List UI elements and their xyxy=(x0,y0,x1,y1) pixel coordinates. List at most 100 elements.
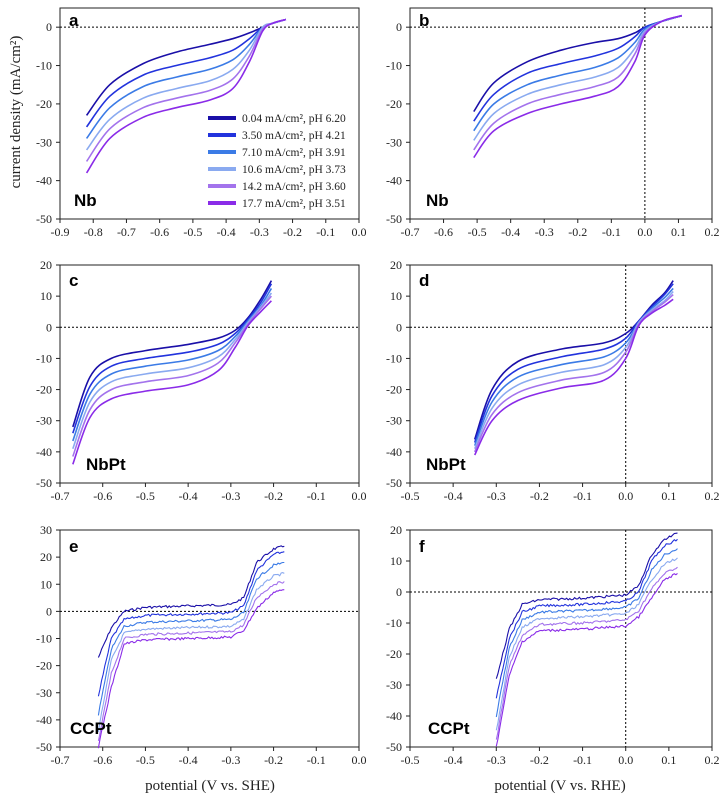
series-line-3 xyxy=(72,287,273,442)
x-tick-label: 0.2 xyxy=(705,225,720,239)
x-tick-label: -0.4 xyxy=(501,225,520,239)
y-tick-label: -30 xyxy=(36,414,52,428)
x-tick-label: -0.7 xyxy=(51,753,70,767)
material-label: Nb xyxy=(426,191,449,210)
panel-f: -0.5 -0.4 -0.3 -0.2 -0.1 0.0 0.1 0.2 20 10 0 -10 -20… xyxy=(386,523,720,767)
series-line-2 xyxy=(72,283,273,434)
panel-e: -0.7 -0.6 -0.5 -0.4 -0.3 -0.2 -0.1 0.0 30 20 10 0 -1… xyxy=(36,523,367,767)
series-line-2 xyxy=(97,551,285,697)
panel-c: -0.7 -0.6 -0.5 -0.4 -0.3 -0.2 -0.1 0.0 20 10 0 -10 -… xyxy=(36,258,367,503)
x-tick-label: -0.3 xyxy=(487,753,506,767)
series-line-4 xyxy=(72,292,273,450)
panel-d: -0.5 -0.4 -0.3 -0.2 -0.1 0.0 0.1 0.2 20 10 0 -10 -20… xyxy=(386,258,720,503)
panel-b: -0.7 -0.6 -0.5 -0.4 -0.3 -0.2 -0.1 0.0 0.1 0.2 0 -1… xyxy=(386,7,720,239)
x-tick-label: -0.2 xyxy=(264,489,283,503)
y-tick-label: -50 xyxy=(386,740,402,754)
series-line-1 xyxy=(72,280,273,428)
series-line-3 xyxy=(473,287,674,446)
y-tick-label: -10 xyxy=(386,59,402,73)
legend-swatch xyxy=(208,201,236,205)
series-line-6 xyxy=(72,300,272,465)
legend-entry: 0.04 mA/cm², pH 6.20 xyxy=(208,113,346,125)
y-tick-label: -30 xyxy=(386,678,402,692)
y-tick-label: 0 xyxy=(46,320,52,334)
legend-entry: 17.7 mA/cm², pH 3.51 xyxy=(208,198,346,210)
y-tick-label: -40 xyxy=(36,713,52,727)
plot-frame xyxy=(59,7,360,220)
x-tick-label: 0.1 xyxy=(671,225,686,239)
x-tick-label: -0.1 xyxy=(307,489,326,503)
series-line-5 xyxy=(473,14,683,151)
legend-entry: 3.50 mA/cm², pH 4.21 xyxy=(208,130,346,142)
material-label: Nb xyxy=(74,191,97,210)
x-tick-label: -0.6 xyxy=(150,225,169,239)
x-tick-label: -0.3 xyxy=(535,225,554,239)
x-tick-label: -0.7 xyxy=(51,489,70,503)
y-tick-label: -10 xyxy=(36,59,52,73)
series-line-1 xyxy=(473,14,683,113)
x-tick-label: -0.4 xyxy=(444,489,463,503)
y-tick-label: -30 xyxy=(386,414,402,428)
legend-swatch xyxy=(208,184,236,188)
x-tick-label: -0.6 xyxy=(434,225,453,239)
x-tick-label: -0.5 xyxy=(136,753,155,767)
x-tick-label: -0.6 xyxy=(93,489,112,503)
y-tick-label: 0 xyxy=(46,20,52,34)
y-tick-label: 10 xyxy=(40,289,52,303)
y-tick-label: -50 xyxy=(36,476,52,490)
series-line-3 xyxy=(495,548,678,718)
x-tick-label: -0.1 xyxy=(602,225,621,239)
panel-letter: b xyxy=(419,11,429,30)
y-tick-label: -20 xyxy=(386,97,402,111)
y-tick-label: -10 xyxy=(36,351,52,365)
series-line-3 xyxy=(97,561,285,716)
legend-label: 3.50 mA/cm², pH 4.21 xyxy=(242,130,346,142)
series-line-4 xyxy=(495,557,678,731)
y-tick-label: -30 xyxy=(36,686,52,700)
series-line-6 xyxy=(495,572,678,747)
series-line-1 xyxy=(473,280,674,440)
x-tick-label: -0.3 xyxy=(221,753,240,767)
plot-frame xyxy=(59,264,360,484)
series-line-3 xyxy=(473,14,683,132)
panel-letter: d xyxy=(419,271,429,290)
y-tick-label: 0 xyxy=(396,585,402,599)
legend-label: 14.2 mA/cm², pH 3.60 xyxy=(242,181,346,193)
panel-letter: e xyxy=(69,537,78,556)
x-tick-label: -0.8 xyxy=(84,225,103,239)
y-tick-label: -40 xyxy=(386,445,402,459)
legend-swatch xyxy=(208,167,236,171)
plot-frame xyxy=(409,264,713,484)
x-tick-label: -0.3 xyxy=(221,489,240,503)
y-tick-label: -10 xyxy=(36,632,52,646)
x-tick-label: -0.2 xyxy=(283,225,302,239)
y-tick-label: -50 xyxy=(386,476,402,490)
y-tick-label: 20 xyxy=(390,258,402,272)
y-tick-label: -30 xyxy=(386,135,402,149)
x-axis-label-left: potential (V vs. SHE) xyxy=(145,778,275,794)
series-line-4 xyxy=(97,572,285,732)
series-line-4 xyxy=(473,290,674,450)
y-tick-label: 0 xyxy=(396,320,402,334)
x-tick-label: 0.2 xyxy=(705,753,720,767)
series-line-2 xyxy=(495,538,678,699)
series-line-6 xyxy=(473,298,674,456)
x-tick-label: -0.4 xyxy=(179,489,198,503)
x-tick-label: -0.5 xyxy=(401,489,420,503)
x-tick-label: -0.1 xyxy=(307,753,326,767)
y-tick-label: 10 xyxy=(40,577,52,591)
plot-frame xyxy=(409,529,713,748)
series-line-6 xyxy=(473,14,683,159)
series-line-5 xyxy=(97,581,285,742)
legend-entry: 10.6 mA/cm², pH 3.73 xyxy=(208,164,346,176)
legend-swatch xyxy=(208,116,236,120)
panel-a: -0.9 -0.8 -0.7 -0.6 -0.5 -0.4 -0.3 -0.2 -0.1 0.0 0… xyxy=(36,7,367,239)
panel-letter: a xyxy=(69,11,79,30)
plot-frame xyxy=(409,7,713,220)
y-tick-label: 20 xyxy=(390,523,402,537)
y-tick-label: -40 xyxy=(36,174,52,188)
legend: 0.04 mA/cm², pH 6.20 3.50 mA/cm², pH 4.2… xyxy=(208,113,346,210)
y-tick-label: 0 xyxy=(396,20,402,34)
series-line-2 xyxy=(473,283,674,443)
